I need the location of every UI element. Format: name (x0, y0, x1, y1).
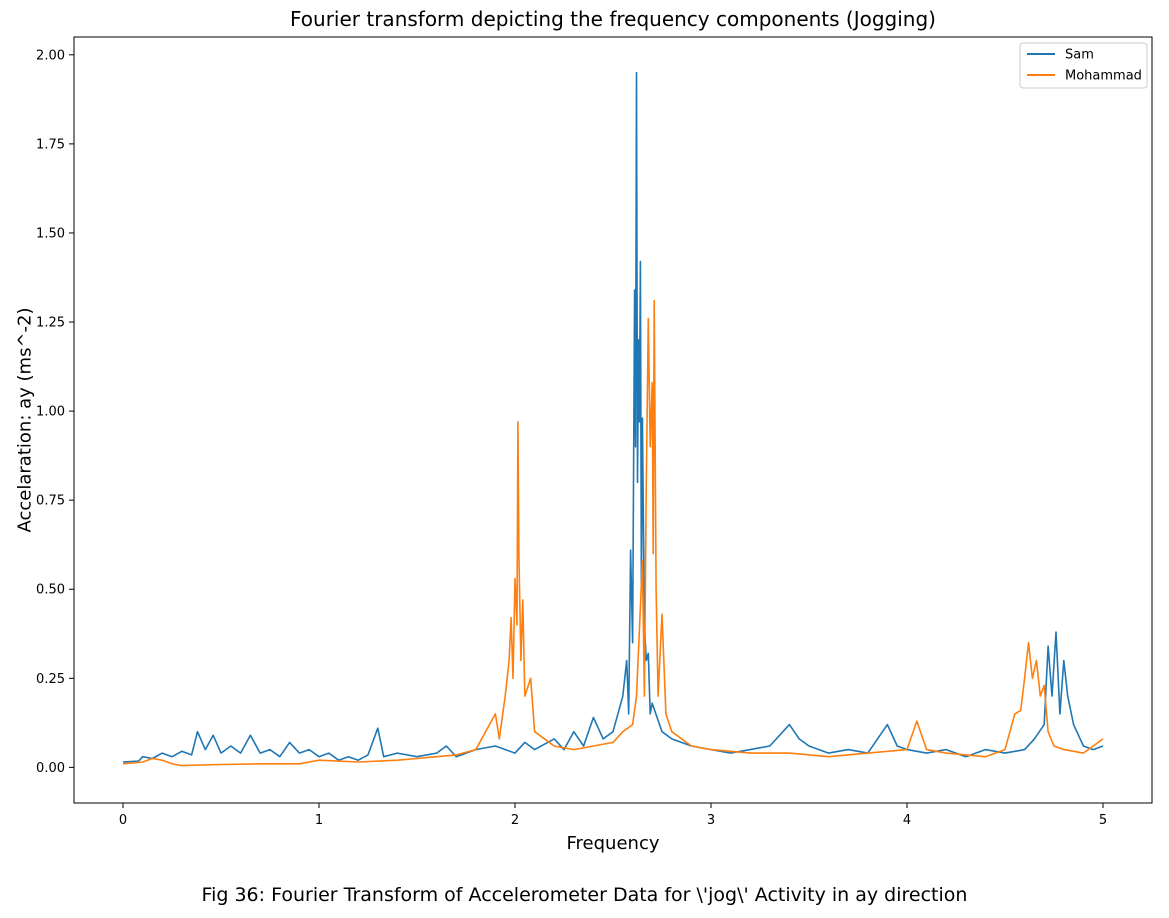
chart-title: Fourier transform depicting the frequenc… (290, 7, 936, 31)
x-tick-label: 2 (511, 813, 519, 828)
legend-label: Mohammad (1065, 69, 1142, 84)
y-tick-label: 1.25 (36, 316, 65, 331)
x-tick-label: 0 (119, 813, 127, 828)
y-tick-label: 1.75 (36, 137, 65, 152)
y-tick-label: 0.25 (36, 672, 65, 687)
y-tick-label: 2.00 (36, 48, 65, 63)
x-axis-ticks: 0 1 2 3 4 5 (119, 803, 1107, 828)
series-line-mohammad (122, 299, 1104, 767)
y-tick-label: 1.50 (36, 226, 65, 241)
series-layer (122, 71, 1104, 767)
x-tick-label: 1 (315, 813, 323, 828)
x-tick-label: 3 (707, 813, 715, 828)
y-tick-label: 0.50 (36, 583, 65, 598)
legend-label: Sam (1065, 48, 1094, 63)
y-axis-title: Accelaration: ay (ms^-2) (14, 308, 35, 533)
x-tick-label: 4 (903, 813, 911, 828)
y-tick-label: 0.00 (36, 761, 65, 776)
figure-caption: Fig 36: Fourier Transform of Acceleromet… (201, 884, 968, 906)
series-line-sam (122, 71, 1104, 763)
legend: Sam Mohammad (1019, 42, 1148, 89)
y-tick-label: 1.00 (36, 405, 65, 420)
plot-frame (73, 36, 1153, 804)
y-axis-ticks: 0.00 0.25 0.50 0.75 1.00 1.25 1.50 1.75 2.00 (36, 48, 74, 776)
x-axis-title: Frequency (567, 833, 660, 854)
y-tick-label: 0.75 (36, 494, 65, 509)
x-tick-label: 5 (1099, 813, 1107, 828)
fft-line-chart: Fourier transform depicting the frequenc… (14, 7, 1153, 854)
